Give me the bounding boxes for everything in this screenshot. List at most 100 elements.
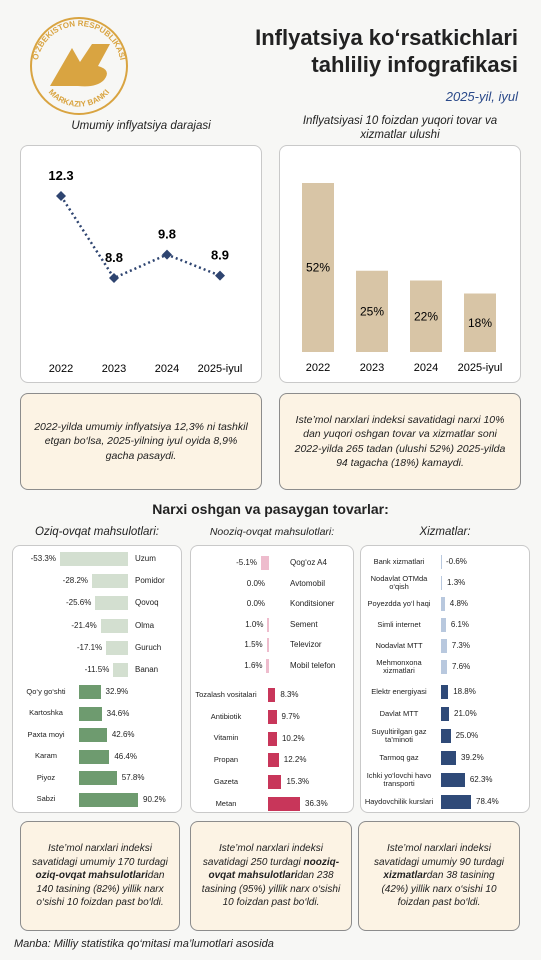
category-label: Tarmoq gaz bbox=[379, 752, 419, 762]
category-label: Sement bbox=[290, 619, 318, 629]
value-label: 90.2% bbox=[143, 794, 166, 804]
note: Iste’mol narxlari indeksi savatidagi nar… bbox=[279, 393, 521, 490]
value-label: -53.3% bbox=[30, 554, 56, 563]
bar bbox=[79, 706, 102, 721]
value-label: 6.1% bbox=[450, 620, 470, 629]
bar bbox=[302, 183, 334, 352]
category-label: Banan bbox=[135, 665, 159, 674]
value-label: 32.9% bbox=[105, 687, 129, 696]
logo: O‘ZBEKISTON RESPUBLIKASI MARKAZIY BANKI bbox=[30, 17, 128, 115]
note-part: 2022-yilda umumiy inflyatsiya 12,3% ni t… bbox=[34, 421, 248, 462]
x-tick-label: 2025-iyul bbox=[198, 363, 243, 375]
value-label: -25.6% bbox=[65, 598, 92, 608]
value-label: 1.5% bbox=[244, 640, 263, 649]
bar bbox=[268, 688, 276, 702]
bar bbox=[441, 773, 465, 787]
category-label: Haydovchilik kurslari bbox=[364, 796, 434, 806]
chart-box: 12.3 2022 8.8 2023 9.8 2024 8.9 2025-iyul bbox=[20, 145, 262, 383]
bar bbox=[441, 795, 471, 809]
category-label: Nodavlat MTT bbox=[375, 640, 423, 650]
chart-title: Oziq-ovqat mahsulotlari: bbox=[35, 526, 159, 538]
category-label: Mehmonxona xizmatlari bbox=[376, 657, 422, 675]
x-tick-label: 2022 bbox=[306, 362, 330, 374]
note-part: Iste’mol narxlari indeksi savatidagi 250… bbox=[202, 843, 323, 868]
bar bbox=[106, 640, 128, 655]
value-label: 10.2% bbox=[281, 733, 305, 743]
x-tick-label: 2023 bbox=[102, 363, 126, 375]
bar bbox=[92, 574, 128, 589]
bar bbox=[79, 771, 117, 785]
x-tick-label: 2025-iyul bbox=[458, 362, 503, 374]
note-part: Iste’mol narxlari indeksi savatidagi umu… bbox=[373, 843, 505, 868]
category-label: Guruch bbox=[135, 642, 162, 652]
title-line: tahliliy infografikasi bbox=[311, 52, 518, 77]
bar bbox=[441, 729, 451, 743]
category-label: Nodavlat OTMda o‘qish bbox=[370, 573, 428, 591]
category-label: Davlat MTT bbox=[379, 708, 419, 718]
value-label: 8.9 bbox=[211, 248, 229, 263]
bar bbox=[266, 638, 269, 652]
value-label: -5.1% bbox=[236, 558, 257, 567]
value-label: 1.3% bbox=[447, 578, 466, 587]
value-label: -11.5% bbox=[84, 665, 110, 674]
category-label: Ichki yo‘lovchi havo transporti bbox=[366, 770, 432, 788]
category-label: Suyultirilgan gaz ta’minoti bbox=[371, 726, 427, 744]
value-label: 7.6% bbox=[452, 662, 471, 671]
value-label: 8.3% bbox=[280, 690, 299, 699]
bar bbox=[95, 596, 128, 611]
chart-box bbox=[360, 545, 530, 813]
category-label: Pomidor bbox=[135, 576, 165, 586]
category-label: Konditsioner bbox=[290, 599, 335, 608]
x-tick-label: 2024 bbox=[155, 363, 179, 375]
note-part: dan 140 tasining (82%) yillik narx o‘sis… bbox=[36, 870, 165, 909]
subtitle: 2025-yil, iyul bbox=[445, 89, 518, 104]
note-part: dan 38 tasining (42%) yillik narx o‘sish… bbox=[381, 870, 497, 909]
category-label: Propan bbox=[213, 755, 239, 765]
value-label: 21.0% bbox=[454, 709, 477, 718]
chart-box bbox=[12, 545, 182, 813]
value-label: 8.8 bbox=[105, 250, 123, 265]
bar bbox=[268, 797, 300, 811]
category-label: Tozalash vositalari bbox=[195, 689, 257, 699]
value-label: 25.0% bbox=[455, 731, 479, 740]
bar bbox=[441, 751, 456, 765]
chart-title: Umumiy inflyatsiya darajasi bbox=[71, 120, 211, 132]
chart-box bbox=[190, 545, 354, 813]
bar bbox=[441, 576, 443, 590]
category-label: Mobil telefon bbox=[290, 660, 336, 670]
category-label: Olma bbox=[135, 620, 155, 630]
x-tick-label: 2023 bbox=[360, 362, 384, 374]
line bbox=[59, 195, 221, 280]
note-bold: nooziq-ovqat mahsulotlari bbox=[208, 856, 340, 882]
note: Iste’mol narxlari indeksi savatidagi umu… bbox=[358, 821, 520, 931]
logo-mark bbox=[50, 44, 110, 87]
note-text: Iste’mol narxlari indeksi savatidagi nar… bbox=[290, 413, 510, 470]
plot: 52% 2022 25% 2023 22% 2024 18% 2025-iyul bbox=[302, 183, 503, 374]
note: Iste’mol narxlari indeksi savatidagi umu… bbox=[20, 821, 180, 931]
category-label: Qovoq bbox=[135, 598, 159, 608]
value-label: 9.8 bbox=[158, 227, 176, 242]
note-text: 2022-yilda umumiy inflyatsiya 12,3% ni t… bbox=[31, 420, 251, 463]
x-tick-label: 2024 bbox=[414, 362, 438, 374]
note-text: Iste’mol narxlari indeksi savatidagi umu… bbox=[369, 842, 509, 910]
plot: 12.3 2022 8.8 2023 9.8 2024 8.9 2025-iyul bbox=[48, 168, 243, 375]
category-label: Metan bbox=[215, 798, 237, 808]
category-label: Poyezdda yo‘l haqi bbox=[367, 598, 431, 608]
category-label: Simli internet bbox=[377, 619, 421, 629]
bar bbox=[268, 753, 279, 768]
category-label: Uzum bbox=[135, 554, 156, 563]
bar bbox=[79, 685, 101, 699]
value-label: 62.3% bbox=[469, 775, 493, 784]
section-title: Narxi oshgan va pasaygan tovarlar: bbox=[152, 501, 389, 517]
bar bbox=[266, 658, 269, 673]
bar bbox=[441, 597, 445, 611]
note-text: Iste’mol narxlari indeksi savatidagi umu… bbox=[31, 842, 169, 910]
value-label: 9.7% bbox=[281, 711, 300, 721]
bar bbox=[79, 792, 138, 807]
source: Manba: Milliy statistika qo‘mitasi ma’lu… bbox=[14, 938, 274, 950]
value-label: -21.4% bbox=[71, 620, 97, 630]
value-label: 12.2% bbox=[283, 755, 307, 765]
point bbox=[109, 273, 119, 283]
logo-ring bbox=[30, 17, 128, 115]
logo-text: O‘ZBEKISTON RESPUBLIKASI bbox=[31, 19, 127, 61]
